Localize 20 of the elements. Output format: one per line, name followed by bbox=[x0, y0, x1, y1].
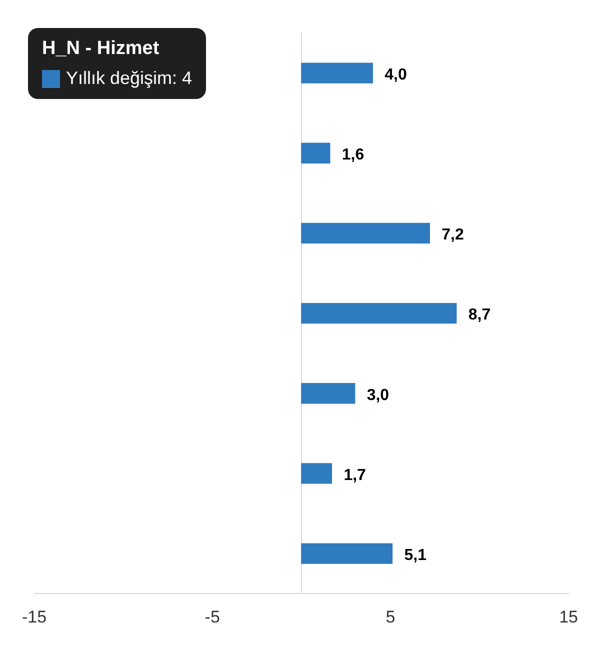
data-label: 7,2 bbox=[442, 226, 464, 244]
data-label: 1,7 bbox=[344, 466, 366, 484]
x-tick-label: -5 bbox=[204, 607, 220, 626]
x-tick-label: 15 bbox=[559, 607, 578, 626]
bar bbox=[301, 463, 332, 484]
bar bbox=[301, 543, 393, 564]
data-label: 5,1 bbox=[404, 546, 427, 564]
annotation: H_N - Hizmet bbox=[42, 38, 160, 60]
bar bbox=[301, 142, 330, 164]
data-label: 8,7 bbox=[468, 306, 491, 324]
data-label: 3,0 bbox=[366, 386, 390, 404]
bar bbox=[301, 62, 373, 84]
bar bbox=[301, 302, 457, 324]
data-label: 1,6 bbox=[342, 146, 364, 164]
x-tick-label: -15 bbox=[22, 607, 47, 626]
bar bbox=[301, 383, 356, 404]
x-tick-label: 5 bbox=[386, 607, 396, 626]
annotation: Yıllık değişim: 4 bbox=[66, 68, 192, 89]
data-label: 4,0 bbox=[384, 66, 407, 84]
bar bbox=[301, 222, 430, 244]
